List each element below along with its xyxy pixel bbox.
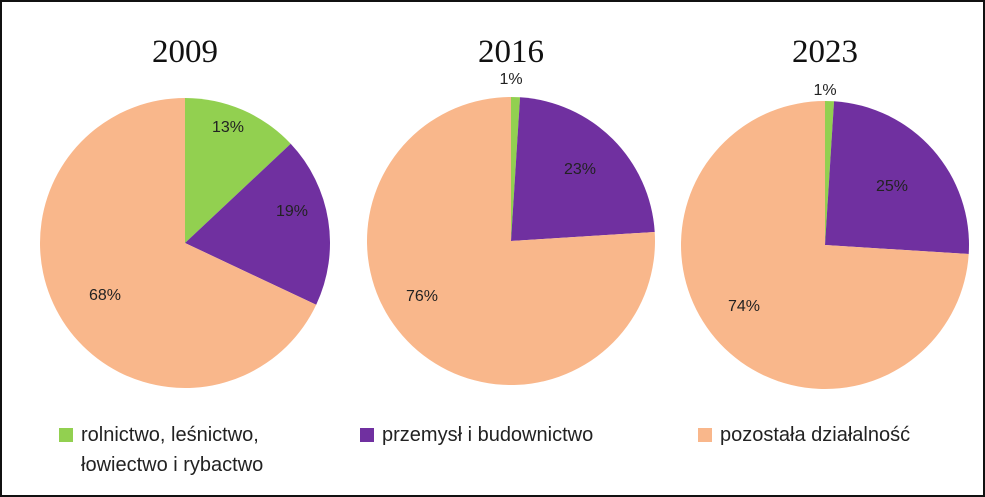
pie-label-2016-2: 76% — [406, 288, 438, 305]
pie-slice-2009-0 — [185, 98, 291, 243]
legend-swatch-agriculture — [59, 428, 73, 442]
pie-slice-2023-1 — [825, 101, 969, 255]
legend-item-other: pozostała działalność — [698, 420, 910, 450]
legend-swatch-other — [698, 428, 712, 442]
pie-2023: 2023 1% 25% 74% — [680, 34, 969, 389]
pie-title-2016: 2016 — [478, 34, 544, 70]
legend-swatch-industry — [360, 428, 374, 442]
pie-label-2009-2: 68% — [89, 287, 121, 304]
pie-label-2009-1: 19% — [276, 203, 308, 220]
pie-label-2023-1: 25% — [876, 178, 908, 195]
pie-title-2023: 2023 — [792, 34, 858, 70]
legend-item-agriculture: rolnictwo, leśnictwo, łowiectwo i rybact… — [59, 420, 263, 480]
pie-label-2023-2: 74% — [728, 298, 760, 315]
pie-label-2016-0: 1% — [499, 71, 522, 88]
pie-slice-2016-2 — [366, 97, 655, 385]
pie-2009: 2009 13% 19% 68% — [40, 34, 330, 388]
pie-title-2009: 2009 — [152, 34, 218, 70]
legend-label-agriculture: rolnictwo, leśnictwo, łowiectwo i rybact… — [81, 424, 264, 476]
pie-slice-2009-2 — [40, 98, 317, 388]
pie-slice-2016-1 — [511, 97, 655, 241]
pie-label-2023-0: 1% — [813, 82, 836, 99]
pie-slice-2023-2 — [680, 101, 969, 389]
pie-label-2009-0: 13% — [212, 119, 244, 136]
legend: rolnictwo, leśnictwo, łowiectwo i rybact… — [2, 414, 983, 494]
pie-label-2016-1: 23% — [564, 161, 596, 178]
legend-item-industry: przemysł i budownictwo — [360, 420, 593, 450]
legend-label-industry: przemysł i budownictwo — [382, 424, 594, 446]
pie-slice-2009-1 — [185, 143, 330, 305]
legend-label-other: pozostała działalność — [720, 424, 911, 446]
pie-slice-2016-0 — [511, 97, 521, 241]
pie-slice-2023-0 — [825, 101, 835, 245]
